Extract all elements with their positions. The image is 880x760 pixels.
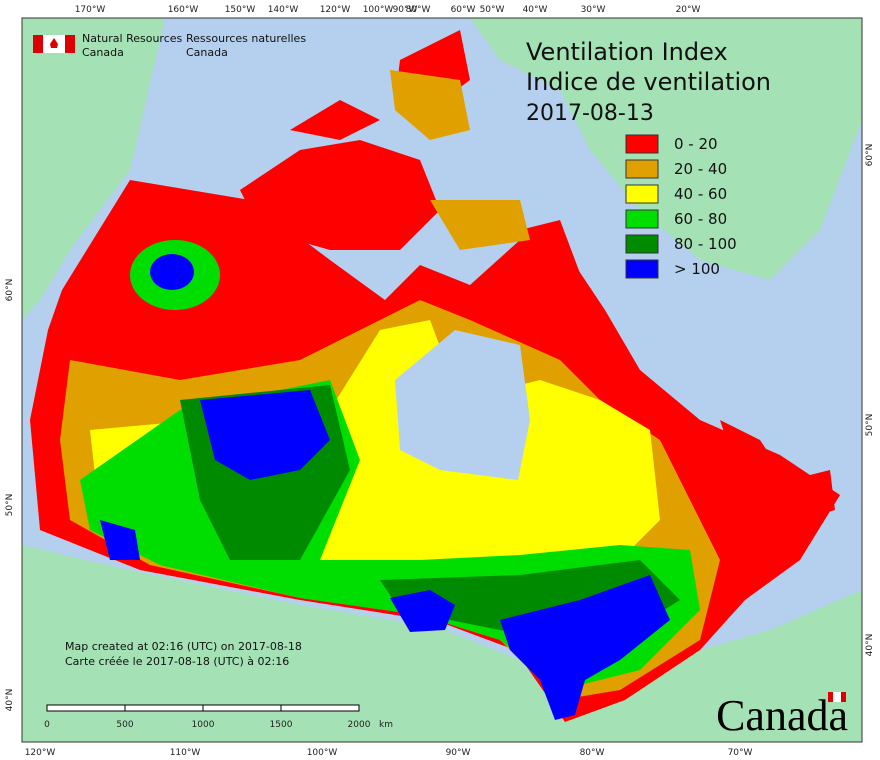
credit: Map created at 02:16 (UTC) on 2017-08-18 — [65, 640, 302, 653]
legend-label: 60 - 80 — [674, 210, 727, 228]
legend-swatch — [625, 259, 659, 279]
graticule-label: 80°W — [406, 5, 431, 15]
frame — [21, 17, 863, 743]
wordmark: Canada — [716, 691, 848, 740]
legend-swatch — [625, 234, 659, 254]
graticule-label: 40°N — [865, 634, 875, 657]
scale-label: 0 — [44, 720, 50, 730]
graticule-label: 140°W — [268, 5, 299, 15]
graticule-label: 70°W — [728, 748, 753, 758]
graticule-label: 50°N — [5, 494, 15, 517]
arctic-islands — [390, 70, 530, 250]
usa — [22, 545, 862, 742]
graticule-label: 20°W — [676, 5, 701, 15]
flag-bar — [33, 35, 43, 53]
flag-bar — [841, 692, 846, 702]
legend-swatch — [625, 184, 659, 204]
legend-label: > 100 — [674, 260, 720, 278]
agency-name: Natural Resources — [82, 32, 183, 45]
graticule-label: 80°W — [580, 748, 605, 758]
graticule-label: 90°W — [446, 748, 471, 758]
wordmark-flag — [828, 692, 846, 702]
scale-label: 1500 — [270, 720, 293, 730]
graticule-label: 100°W — [363, 5, 394, 15]
graticule-label: 40°N — [5, 689, 15, 712]
graticule-label: 60°W — [451, 5, 476, 15]
basemap — [22, 18, 862, 742]
graticule-label: 60°N — [5, 279, 15, 302]
graticule-label: 110°W — [170, 748, 201, 758]
map-title: Ventilation Index — [526, 38, 728, 66]
zone-blue — [150, 254, 194, 290]
graticule-label: 40°W — [523, 5, 548, 15]
agency-name: Ressources naturelles — [186, 32, 306, 45]
scale-unit: km — [379, 720, 393, 730]
scale-label: 2000 — [348, 720, 371, 730]
graticule-label: 30°W — [581, 5, 606, 15]
legend-label: 40 - 60 — [674, 185, 727, 203]
graticule-label: 120°W — [25, 748, 56, 758]
scale-segment — [280, 704, 360, 712]
alaska — [22, 18, 165, 320]
zone-blue — [100, 390, 670, 720]
graticule-label: 50°N — [865, 414, 875, 437]
graticule-label: 170°W — [75, 5, 106, 15]
graticule-label: 120°W — [320, 5, 351, 15]
flag-bar — [828, 692, 833, 702]
legend-label: 80 - 100 — [674, 235, 737, 253]
flag-bar — [65, 35, 75, 53]
flag-field — [833, 692, 841, 702]
scale-label: 500 — [116, 720, 133, 730]
maple-leaf — [50, 38, 58, 48]
graticule-label: 150°W — [225, 5, 256, 15]
legend-swatch — [625, 159, 659, 179]
graticule-label: 90°W — [393, 5, 418, 15]
scale-label: 1000 — [192, 720, 215, 730]
hudson-bay — [395, 330, 530, 480]
map-title: 2017-08-13 — [526, 101, 654, 126]
graticule-label: 100°W — [307, 748, 338, 758]
legend-swatch — [625, 134, 659, 154]
arctic-islands — [240, 30, 835, 520]
scale-segment — [124, 704, 204, 712]
legend-label: 0 - 20 — [674, 135, 718, 153]
legend-label: 20 - 40 — [674, 160, 727, 178]
legend-swatch — [625, 209, 659, 229]
scale-segment — [46, 704, 126, 712]
graticule-label: 160°W — [168, 5, 199, 15]
credit: Carte créée le 2017-08-18 (UTC) à 02:16 — [65, 655, 289, 668]
graticule-label: 50°W — [480, 5, 505, 15]
agency-name: Canada — [82, 46, 124, 59]
greenland — [470, 18, 862, 280]
map-title: Indice de ventilation — [526, 68, 771, 96]
graticule-label: 60°N — [865, 144, 875, 167]
scale-segment — [202, 704, 282, 712]
flag — [33, 35, 75, 53]
agency-name: Canada — [186, 46, 228, 59]
